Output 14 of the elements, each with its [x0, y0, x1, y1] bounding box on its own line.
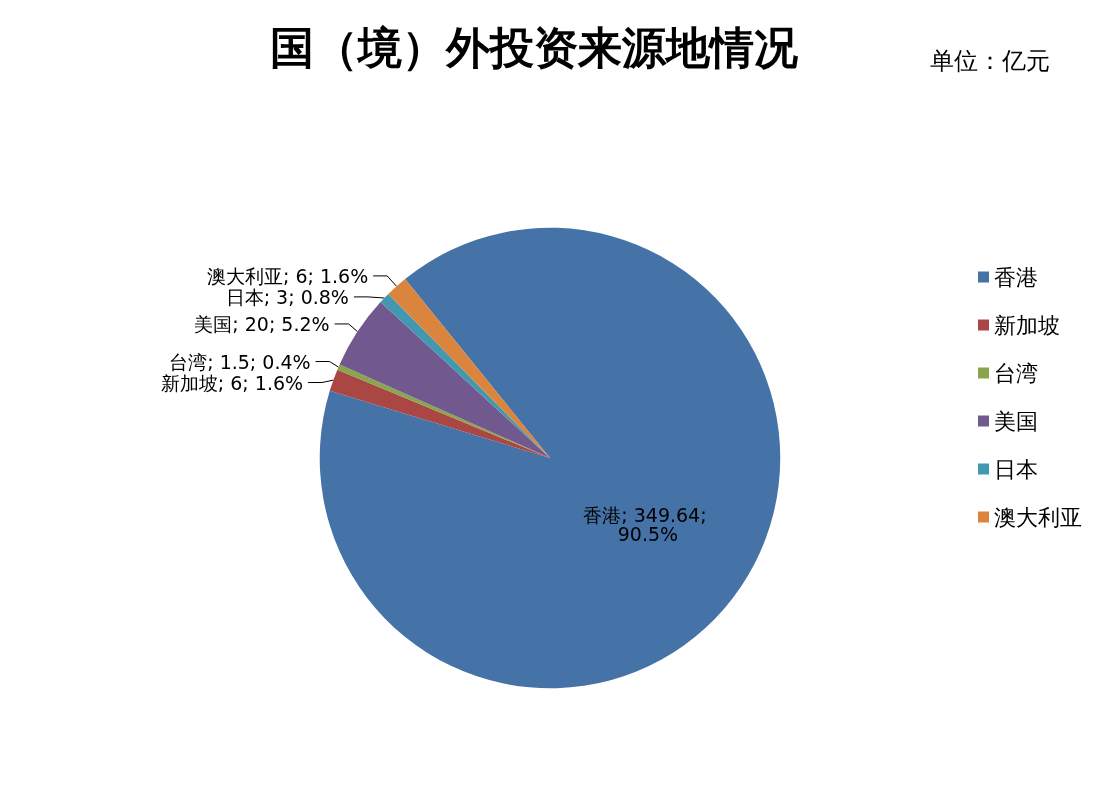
data-label: 澳大利亚; 6; 1.6%: [206, 264, 369, 287]
legend-label: 香港: [994, 264, 1038, 290]
chart-title: 国（境）外投资来源地情况: [270, 21, 798, 73]
legend-label: 澳大利亚: [994, 504, 1082, 530]
data-label: 新加坡; 6; 1.6%: [160, 371, 304, 394]
legend-label: 日本: [994, 456, 1038, 482]
data-label: 美国; 20; 5.2%: [194, 312, 330, 335]
legend-label: 新加坡: [994, 312, 1060, 338]
data-label: 日本; 3; 0.8%: [225, 285, 349, 308]
data-label: 台湾; 1.5; 0.4%: [169, 350, 311, 373]
data-label: 香港; 349.64; 90.5%: [583, 503, 713, 545]
legend-label: 台湾: [994, 360, 1038, 386]
chart-subtitle: 单位：亿元: [930, 47, 1050, 75]
legend-label: 美国: [994, 408, 1038, 434]
